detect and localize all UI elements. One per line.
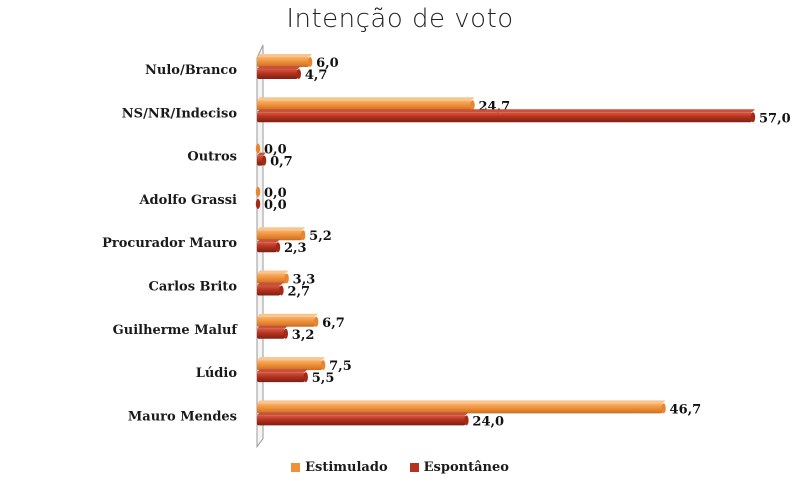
bar-top-estimulado-carlos-brito: [257, 270, 289, 274]
bar-top-estimulado-mauro-mendes: [257, 400, 666, 404]
category-label-adolfo-grassi: Adolfo Grassi: [138, 193, 237, 208]
bar-cap-espontaneo-guilherme-maluf: [283, 328, 288, 339]
legend-swatch-estimulado: [291, 463, 301, 472]
category-label-procurador-mauro: Procurador Mauro: [102, 236, 237, 251]
bar-cap-estimulado-ludio: [320, 360, 326, 371]
value-label-espontaneo-ns-nr-indeciso: 57,0: [759, 111, 791, 126]
bar-cap-estimulado-outros: [255, 143, 261, 154]
value-label-espontaneo-carlos-brito: 2,7: [287, 285, 310, 300]
bar-cap-espontaneo-mauro-mendes: [464, 415, 469, 426]
bar-top-espontaneo-nulo-branco: [257, 66, 301, 69]
legend-label-estimulado: Estimulado: [305, 460, 388, 475]
category-label-guilherme-maluf: Guilherme Maluf: [113, 323, 239, 338]
value-label-estimulado-carlos-brito: 3,3: [293, 273, 316, 288]
bar-top-estimulado-ludio: [257, 357, 326, 361]
legend-item-estimulado: Estimulado: [291, 460, 388, 475]
bar-top-espontaneo-procurador-mauro: [257, 239, 280, 243]
bar-cap-espontaneo-outros: [261, 155, 267, 166]
bar-espontaneo-nulo-branco: [257, 69, 298, 79]
bar-estimulado-ludio: [257, 360, 323, 371]
bar-cap-estimulado-ns-nr-indeciso: [470, 100, 475, 111]
bar-estimulado-procurador-mauro: [257, 230, 303, 241]
bar-cap-espontaneo-adolfo-grassi: [255, 198, 261, 209]
category-label-mauro-mendes: Mauro Mendes: [128, 409, 237, 424]
bar-top-estimulado-nulo-branco: [257, 54, 313, 57]
chart-title: Intenção de voto: [286, 4, 514, 34]
bar-top-espontaneo-carlos-brito: [257, 282, 284, 286]
bar-top-estimulado-guilherme-maluf: [257, 313, 319, 317]
bar-top-estimulado-procurador-mauro: [257, 227, 306, 231]
bar-cap-espontaneo-nulo-branco: [296, 69, 302, 79]
category-label-ludio: Lúdio: [196, 366, 238, 381]
value-label-espontaneo-mauro-mendes: 24,0: [472, 414, 504, 429]
bar-estimulado-guilherme-maluf: [257, 316, 316, 327]
bar-espontaneo-ns-nr-indeciso: [257, 112, 752, 123]
category-label-carlos-brito: Carlos Brito: [148, 280, 237, 295]
legend-item-espontaneo: Espontâneo: [409, 460, 509, 475]
value-label-espontaneo-nulo-branco: 4,7: [305, 68, 328, 83]
bar-top-estimulado-ns-nr-indeciso: [257, 97, 475, 101]
bar-espontaneo-outros: [257, 155, 264, 166]
bar-top-espontaneo-ludio: [257, 369, 308, 373]
bar-top-espontaneo-guilherme-maluf: [257, 325, 288, 329]
legend: Estimulado Espontâneo: [0, 460, 800, 475]
legend-label-espontaneo: Espontâneo: [423, 460, 509, 475]
bar-cap-espontaneo-carlos-brito: [279, 285, 284, 296]
bar-estimulado-carlos-brito: [257, 273, 286, 284]
bar-cap-estimulado-guilherme-maluf: [313, 316, 319, 327]
value-label-espontaneo-outros: 0,7: [270, 155, 293, 170]
bar-top-espontaneo-outros: [257, 152, 267, 156]
bar-cap-estimulado-nulo-branco: [307, 57, 313, 67]
bar-cap-estimulado-carlos-brito: [284, 273, 289, 284]
bar-top-espontaneo-ns-nr-indeciso: [257, 109, 755, 113]
bar-cap-estimulado-adolfo-grassi: [255, 186, 261, 197]
value-label-estimulado-mauro-mendes: 46,7: [670, 402, 702, 417]
bar-cap-espontaneo-ludio: [303, 372, 308, 383]
bar-espontaneo-carlos-brito: [257, 285, 281, 296]
value-label-espontaneo-adolfo-grassi: 0,0: [264, 198, 287, 213]
bar-cap-espontaneo-ns-nr-indeciso: [750, 112, 756, 123]
value-label-estimulado-nulo-branco: 6,0: [316, 56, 339, 71]
bar-cap-estimulado-mauro-mendes: [661, 403, 666, 414]
bar-cap-estimulado-procurador-mauro: [300, 230, 306, 241]
value-label-estimulado-ludio: 7,5: [329, 359, 352, 374]
bar-espontaneo-mauro-mendes: [257, 415, 466, 426]
value-label-estimulado-outros: 0,0: [264, 143, 287, 158]
bar-cap-espontaneo-procurador-mauro: [275, 242, 281, 253]
bar-estimulado-nulo-branco: [257, 57, 310, 67]
bar-estimulado-mauro-mendes: [257, 403, 663, 414]
legend-swatch-espontaneo: [409, 463, 419, 472]
value-label-estimulado-guilherme-maluf: 6,7: [322, 316, 345, 331]
category-label-nulo-branco: Nulo/Branco: [145, 63, 237, 78]
category-label-ns-nr-indeciso: NS/NR/Indeciso: [122, 106, 238, 121]
bar-espontaneo-ludio: [257, 372, 305, 383]
bar-espontaneo-guilherme-maluf: [257, 328, 285, 339]
value-label-espontaneo-procurador-mauro: 2,3: [284, 241, 307, 256]
value-label-espontaneo-ludio: 5,5: [312, 371, 335, 386]
bar-top-espontaneo-mauro-mendes: [257, 412, 469, 416]
value-label-estimulado-procurador-mauro: 5,2: [309, 229, 332, 244]
bar-estimulado-ns-nr-indeciso: [257, 100, 472, 111]
category-label-outros: Outros: [187, 150, 237, 165]
bar-espontaneo-procurador-mauro: [257, 242, 277, 253]
value-label-espontaneo-guilherme-maluf: 3,2: [292, 328, 315, 343]
value-label-estimulado-adolfo-grassi: 0,0: [264, 186, 287, 201]
